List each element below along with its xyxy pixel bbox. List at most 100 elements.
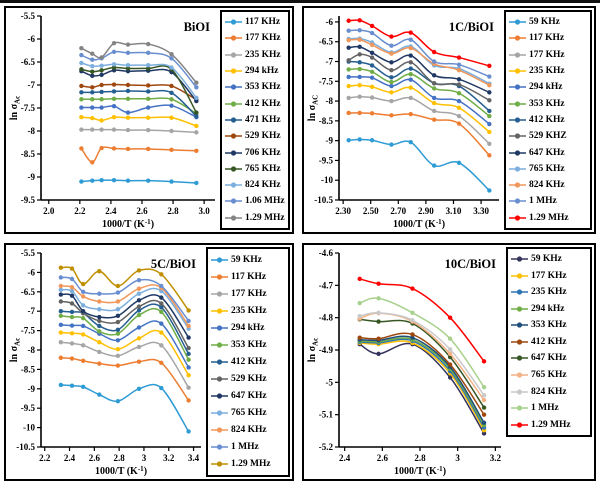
legend-label: 824 KHz bbox=[531, 386, 567, 397]
data-point bbox=[408, 111, 413, 117]
data-point bbox=[146, 89, 151, 94]
data-point bbox=[194, 110, 199, 115]
data-point bbox=[456, 98, 462, 104]
figure-top-border bbox=[0, 0, 600, 3]
data-point bbox=[125, 96, 131, 102]
data-point bbox=[146, 105, 151, 110]
data-point bbox=[125, 66, 131, 71]
series-line bbox=[348, 76, 490, 125]
data-point bbox=[146, 66, 151, 71]
data-point bbox=[376, 336, 381, 341]
legend-label: 412 KHz bbox=[231, 356, 267, 367]
series-647-khz bbox=[58, 292, 191, 340]
data-point bbox=[146, 127, 151, 133]
data-point bbox=[125, 63, 131, 68]
data-point bbox=[79, 90, 84, 95]
data-point bbox=[79, 97, 84, 102]
data-point bbox=[169, 56, 174, 61]
data-point bbox=[456, 82, 462, 87]
data-point bbox=[159, 360, 164, 365]
data-point bbox=[357, 66, 362, 72]
data-point bbox=[125, 178, 131, 183]
data-point bbox=[357, 44, 362, 50]
series-529-khz bbox=[58, 299, 191, 351]
panel-title: 10C/BiOI bbox=[445, 257, 497, 271]
data-point bbox=[97, 307, 102, 312]
data-point bbox=[146, 63, 151, 68]
series-235-khz bbox=[79, 127, 199, 135]
legend-marker-icon bbox=[211, 256, 228, 263]
legend-label: 294 kHz bbox=[231, 322, 265, 333]
legend-marker-icon bbox=[509, 215, 526, 221]
data-point bbox=[79, 127, 84, 132]
legend-bioi: 117 KHz 177 KHz 235 KHz 294 kHz 353 KHz 412 K… bbox=[220, 10, 290, 230]
legend-marker-icon bbox=[511, 256, 528, 262]
legend-item-235-khz: 235 KHz bbox=[511, 285, 587, 300]
legend-marker-icon bbox=[225, 215, 242, 221]
data-point bbox=[99, 82, 104, 88]
data-point bbox=[111, 89, 117, 94]
legend-marker-icon bbox=[211, 291, 228, 297]
series-412-khz bbox=[357, 332, 487, 417]
data-point bbox=[99, 97, 104, 102]
legend-item-59-khz: 59 KHz bbox=[211, 252, 285, 267]
data-point bbox=[481, 405, 487, 410]
x-tick-label: 3 bbox=[142, 453, 147, 463]
data-point bbox=[79, 60, 84, 66]
legend-marker-icon bbox=[509, 68, 526, 74]
data-point bbox=[408, 45, 413, 51]
legend-label: 353 KHz bbox=[231, 339, 267, 350]
legend-marker-icon bbox=[511, 289, 528, 295]
data-point bbox=[346, 95, 351, 101]
data-point bbox=[159, 305, 164, 310]
data-point bbox=[90, 69, 95, 74]
series-117-khz bbox=[58, 355, 191, 403]
data-point bbox=[58, 382, 64, 388]
y-tick-label: -6 bbox=[28, 267, 36, 277]
y-tick-label: -10 bbox=[23, 423, 35, 433]
data-point bbox=[186, 308, 191, 313]
series-177-khz bbox=[346, 94, 492, 147]
data-point bbox=[115, 319, 121, 325]
data-point bbox=[408, 71, 413, 77]
legend-marker-icon bbox=[225, 133, 242, 139]
legend-item-235-khz: 235 KHz bbox=[211, 303, 285, 318]
legend-label: 353 KHz bbox=[531, 320, 567, 331]
data-point bbox=[376, 281, 381, 286]
data-point bbox=[487, 113, 492, 119]
x-tick-label: 2.4 bbox=[64, 453, 76, 463]
data-point bbox=[456, 55, 462, 60]
legend-marker-icon bbox=[509, 182, 526, 188]
data-point bbox=[99, 89, 104, 95]
data-point bbox=[431, 86, 437, 91]
data-point bbox=[389, 90, 394, 95]
data-point bbox=[194, 114, 199, 119]
data-point bbox=[136, 386, 142, 391]
legend-label: 177 KHz bbox=[529, 49, 565, 60]
x-tick-label: 2.2 bbox=[74, 206, 86, 216]
legend-marker-icon bbox=[211, 410, 228, 416]
legend-item-529-khz: 529 KHZ bbox=[509, 129, 587, 144]
series-1.29-mhz bbox=[357, 276, 487, 364]
data-point bbox=[487, 83, 492, 88]
data-point bbox=[111, 82, 117, 87]
line-chart: -5.5 -6 -6.5 -7 -7.5 -8 -8.5 -9 -9.5 -10 -10.5 2.2 2… bbox=[9, 248, 201, 477]
legend-item-529-khz: 529 KHz bbox=[225, 129, 285, 144]
x-axis-title: 1000/T (K-1) bbox=[102, 218, 154, 230]
legend-item-117-khz: 117 KHz bbox=[225, 14, 285, 29]
legend-marker-icon bbox=[511, 322, 528, 328]
data-point bbox=[410, 335, 415, 340]
y-axis-title: ln σAc bbox=[9, 338, 22, 362]
data-point bbox=[97, 392, 102, 397]
x-tick-label: 2.2 bbox=[39, 453, 51, 463]
data-point bbox=[194, 85, 199, 90]
legend-item-353-khz: 353 KHz bbox=[509, 96, 587, 111]
data-point bbox=[169, 128, 174, 134]
data-point bbox=[99, 127, 104, 132]
x-tick-label: 2.4 bbox=[339, 453, 351, 463]
data-point bbox=[481, 359, 487, 364]
data-point bbox=[408, 77, 413, 82]
data-point bbox=[58, 355, 64, 360]
legend-marker-icon bbox=[225, 84, 242, 90]
data-point bbox=[481, 431, 487, 436]
